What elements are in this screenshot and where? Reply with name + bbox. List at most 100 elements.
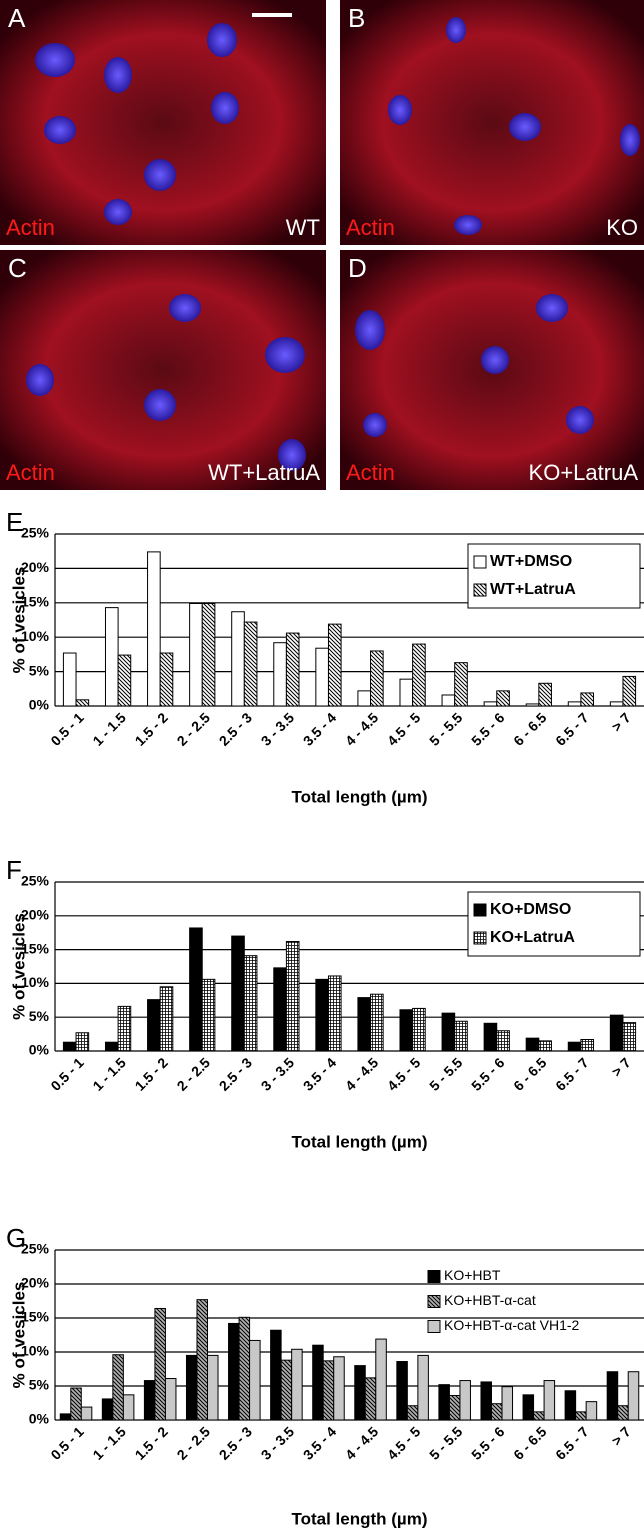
bar <box>442 1013 455 1051</box>
x-tick-label: 2 - 2.5 <box>174 1423 214 1463</box>
bar <box>76 1033 89 1051</box>
y-tick-label: 5% <box>29 1008 50 1024</box>
x-tick-label: 6.5 - 7 <box>552 1054 592 1094</box>
y-tick-label: 0% <box>29 1042 50 1058</box>
legend-label: KO+LatruA <box>490 929 575 946</box>
bar <box>413 644 426 706</box>
x-tick-label: 3 - 3.5 <box>258 709 298 749</box>
stain-label: Actin <box>6 460 55 485</box>
x-tick-label: 4 - 4.5 <box>342 709 382 749</box>
bar <box>376 1339 387 1420</box>
bar <box>202 979 215 1051</box>
bar <box>539 1041 552 1051</box>
y-tick-label: 25% <box>21 525 50 541</box>
legend-label: KO+HBT <box>444 1267 501 1283</box>
bar <box>539 683 552 706</box>
bar <box>449 1396 460 1420</box>
legend-label: KO+HBT-α-cat VH1-2 <box>444 1317 580 1333</box>
x-tick-label: 1 - 1.5 <box>89 1423 129 1463</box>
y-tick-label: 15% <box>21 594 50 610</box>
bar <box>190 603 203 706</box>
bar <box>355 1366 366 1420</box>
x-tick-label: 6 - 6.5 <box>510 1054 550 1094</box>
bar <box>439 1385 450 1420</box>
x-tick-label: 4.5 - 5 <box>384 1423 424 1463</box>
y-tick-label: 0% <box>29 697 50 713</box>
x-tick-label: 2.5 - 3 <box>216 1054 256 1094</box>
y-tick-label: 5% <box>29 1377 50 1393</box>
bar <box>407 1406 418 1420</box>
bar <box>502 1387 513 1420</box>
bar <box>208 1355 219 1420</box>
x-tick-label: 6 - 6.5 <box>510 1423 550 1463</box>
condition-label: KO <box>606 215 638 240</box>
bar <box>144 1381 155 1420</box>
x-tick-label: 4.5 - 5 <box>384 709 424 749</box>
bar <box>244 622 257 706</box>
bar <box>76 700 89 706</box>
bar <box>607 1372 618 1420</box>
x-tick-label: 3.5 - 4 <box>300 709 340 749</box>
x-tick-label: 5 - 5.5 <box>426 709 466 749</box>
bar <box>365 1378 376 1420</box>
bar <box>328 976 341 1051</box>
legend-swatch <box>428 1321 440 1333</box>
bar <box>484 702 497 706</box>
x-tick-label: 1 - 1.5 <box>89 709 129 749</box>
x-tick-label: 5.5 - 6 <box>468 709 508 749</box>
bar <box>274 643 287 706</box>
bar <box>544 1381 555 1420</box>
bar <box>628 1372 639 1420</box>
x-tick-label: > 7 <box>608 1423 634 1449</box>
x-tick-label: 6.5 - 7 <box>552 709 592 749</box>
bar <box>497 1031 510 1051</box>
x-tick-label: 6.5 - 7 <box>552 1423 592 1463</box>
bar <box>118 1006 131 1051</box>
legend-label: KO+HBT-α-cat <box>444 1292 536 1308</box>
x-tick-label: 4 - 4.5 <box>342 1054 382 1094</box>
bar <box>400 1010 413 1051</box>
stain-label: Actin <box>346 460 395 485</box>
bar <box>250 1340 261 1420</box>
x-tick-label: 0.5 - 1 <box>47 1054 87 1094</box>
bar <box>232 612 245 706</box>
bar <box>155 1308 166 1420</box>
bar <box>186 1355 197 1420</box>
bar <box>160 987 173 1051</box>
y-tick-label: 20% <box>21 559 50 575</box>
y-tick-label: 25% <box>21 873 50 889</box>
bar <box>400 679 413 706</box>
bar <box>105 608 118 706</box>
x-tick-label: 2 - 2.5 <box>174 709 214 749</box>
bar <box>244 956 257 1051</box>
bar <box>460 1381 471 1420</box>
x-axis-label: Total length (µm) <box>291 1132 427 1151</box>
bar <box>568 702 581 706</box>
x-tick-label: 5.5 - 6 <box>468 1054 508 1094</box>
x-tick-label: 1.5 - 2 <box>132 709 172 749</box>
stain-label: Actin <box>346 215 395 240</box>
panel-letter: D <box>348 253 367 283</box>
bar <box>328 624 341 706</box>
bar <box>610 1015 623 1051</box>
y-axis-label: % of vesicles <box>9 567 28 674</box>
y-tick-label: 5% <box>29 662 50 678</box>
x-tick-label: 0.5 - 1 <box>47 709 87 749</box>
bar <box>623 1023 636 1051</box>
x-tick-label: 1.5 - 2 <box>132 1054 172 1094</box>
x-axis-label: Total length (µm) <box>291 787 427 806</box>
y-tick-label: 10% <box>21 628 50 644</box>
y-tick-label: 0% <box>29 1411 50 1427</box>
x-tick-label: 0.5 - 1 <box>47 1423 87 1463</box>
figure: AActinWTBActinKOCActinWT+LatruADActinKO+… <box>0 0 644 1537</box>
legend-swatch <box>474 904 486 916</box>
x-axis-label: Total length (µm) <box>291 1509 427 1528</box>
bar <box>281 1360 292 1420</box>
panel-label: F <box>6 855 22 885</box>
bar <box>202 603 215 706</box>
bar <box>534 1412 545 1420</box>
legend-swatch <box>474 584 486 596</box>
bar <box>526 1038 539 1051</box>
